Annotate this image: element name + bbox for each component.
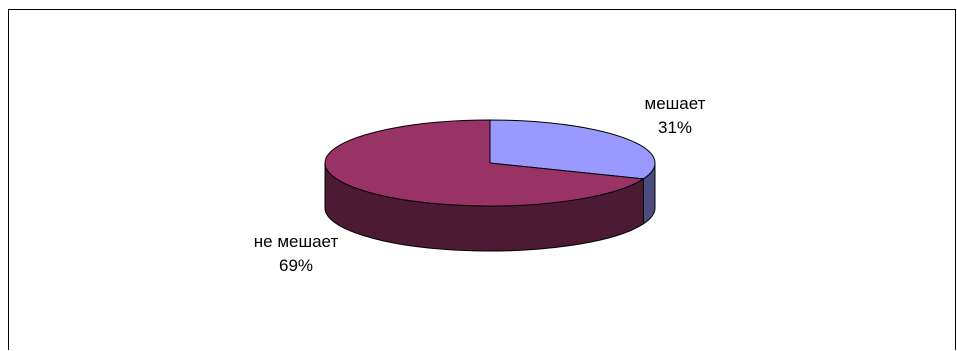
slice-name-mesaet: мешает [644, 94, 706, 113]
slice-percent-ne-mesaet: 69% [278, 256, 314, 275]
pie-slice-не-мешает [324, 119, 644, 207]
slice-label-mesaet: мешает 31% [620, 92, 730, 140]
pie-slice-мешает [489, 119, 656, 180]
slice-name-ne-mesaet: не мешает [253, 232, 339, 251]
pie-tops [324, 119, 656, 207]
slice-label-ne-mesaet: не мешает 69% [226, 230, 366, 278]
slice-percent-mesaet: 31% [657, 118, 693, 137]
